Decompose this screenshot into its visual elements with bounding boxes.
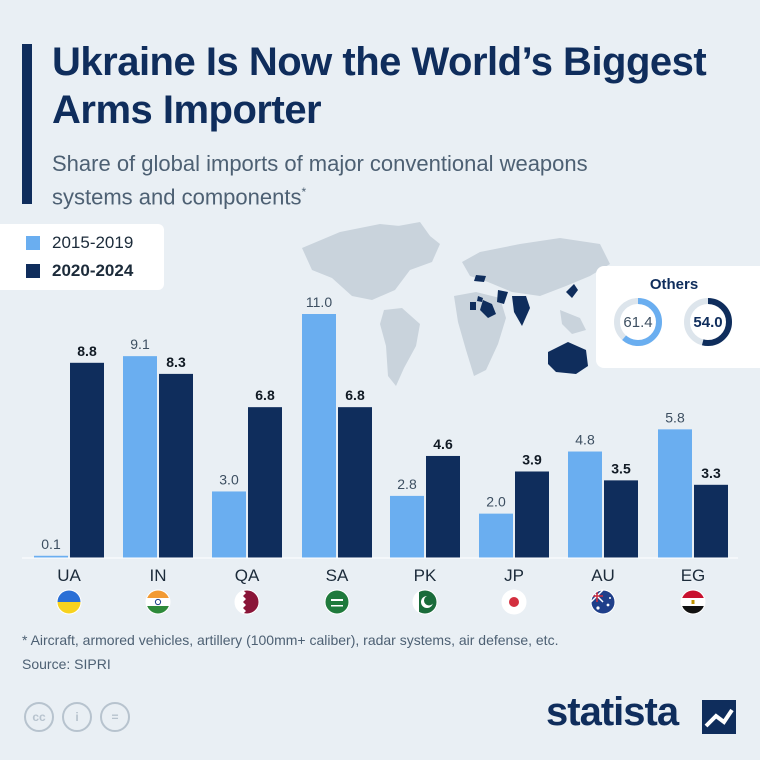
bar-pk-2020-2024: [426, 455, 460, 558]
category-ticks-layer: UA IN QA SA PK JP AU EG: [57, 566, 705, 585]
data-label-qa-2020-2024: 6.8: [255, 387, 275, 403]
flag-india-icon: [145, 589, 171, 615]
legend: 2015-2019 2020-2024: [0, 224, 164, 290]
bar-jp-2015-2019: [479, 513, 513, 558]
license-icons: cc i =: [24, 702, 130, 732]
flag-egypt-icon: [680, 589, 706, 615]
data-label-au-2015-2019: 4.8: [575, 432, 595, 448]
category-tick-in: IN: [150, 566, 167, 585]
data-label-eg-2015-2019: 5.8: [665, 409, 685, 425]
bar-qa-2020-2024: [248, 407, 282, 558]
bar-au-2015-2019: [568, 451, 602, 558]
no-derivatives-icon[interactable]: =: [100, 702, 130, 732]
flag-australia-icon: [590, 589, 616, 615]
others-donut-arc-2015-2019: [614, 298, 662, 346]
source: Source: SIPRI: [22, 656, 111, 672]
data-label-in-2015-2019: 9.1: [130, 336, 150, 352]
data-label-pk-2020-2024: 4.6: [433, 436, 453, 452]
data-label-sa-2020-2024: 6.8: [345, 387, 365, 403]
bar-in-2015-2019: [123, 356, 157, 558]
flags-layer: [56, 589, 706, 615]
data-label-in-2020-2024: 8.3: [166, 354, 186, 370]
legend-swatch-dark: [26, 264, 40, 278]
subtitle-text: Share of global imports of major convent…: [52, 151, 588, 210]
bar-sa-2020-2024: [338, 407, 372, 558]
legend-label-2015-2019: 2015-2019: [52, 233, 134, 252]
legend-swatch-light: [26, 236, 40, 250]
category-tick-au: AU: [591, 566, 615, 585]
footnote: * Aircraft, armored vehicles, artillery …: [22, 632, 559, 648]
flag-saudi-arabia-icon: [324, 589, 350, 615]
attribution-icon[interactable]: i: [62, 702, 92, 732]
category-tick-qa: QA: [235, 566, 260, 585]
data-label-eg-2020-2024: 3.3: [701, 465, 721, 481]
flag-qatar-icon: [234, 589, 260, 615]
bar-jp-2020-2024: [515, 471, 549, 558]
bars-layer: [34, 314, 728, 558]
others-title: Others: [649, 276, 699, 293]
statista-logo[interactable]: statista: [546, 690, 679, 734]
data-label-qa-2015-2019: 3.0: [219, 471, 239, 487]
chart-title: Ukraine Is Now the World’s Biggest Arms …: [52, 40, 707, 132]
category-tick-eg: EG: [681, 566, 706, 585]
chart-subtitle: Share of global imports of major convent…: [52, 150, 652, 211]
category-tick-sa: SA: [326, 566, 349, 585]
others-panel: Others 61.4 54.0: [596, 266, 760, 368]
data-label-sa-2015-2019: 11.0: [306, 294, 332, 310]
bar-in-2020-2024: [159, 373, 193, 558]
bar-eg-2020-2024: [694, 484, 728, 558]
bar-ua-2015-2019: [34, 555, 68, 558]
others-donut-arc-2020-2024: [684, 298, 732, 346]
others-donuts: 61.4 54.0: [614, 298, 732, 346]
data-label-jp-2020-2024: 3.9: [522, 451, 542, 467]
flag-ukraine-icon: [56, 589, 82, 615]
title-accent-bar: [22, 44, 32, 204]
statista-logo-mark-icon[interactable]: [702, 700, 736, 734]
data-label-ua-2015-2019: 0.1: [41, 536, 61, 552]
subtitle-footnote-mark: *: [301, 185, 307, 199]
bar-eg-2015-2019: [658, 429, 692, 558]
legend-item-2020-2024: 2020-2024: [26, 260, 133, 282]
data-label-au-2020-2024: 3.5: [611, 460, 631, 476]
map-highlighted-countries: [470, 275, 588, 374]
flag-japan-icon: [501, 589, 527, 615]
bar-sa-2015-2019: [302, 314, 336, 558]
data-label-pk-2015-2019: 2.8: [397, 476, 417, 492]
world-map-icon: [302, 222, 610, 386]
data-label-jp-2015-2019: 2.0: [486, 494, 506, 510]
category-tick-pk: PK: [414, 566, 437, 585]
flag-pakistan-icon: [412, 589, 438, 615]
data-labels-layer: 0.1 8.8 9.1 8.3 3.0 6.8 11.0 6.8 2.8 4.6 2.0 3.9 4.8…: [41, 294, 721, 552]
legend-label-2020-2024: 2020-2024: [52, 261, 134, 280]
legend-item-2015-2019: 2015-2019: [26, 232, 133, 254]
data-label-ua-2020-2024: 8.8: [77, 343, 97, 359]
bar-au-2020-2024: [604, 480, 638, 558]
bar-ua-2020-2024: [70, 362, 104, 558]
others-value-2015-2019: 61.4: [623, 314, 652, 331]
others-value-2020-2024: 54.0: [693, 314, 722, 331]
bar-qa-2015-2019: [212, 491, 246, 558]
category-tick-jp: JP: [504, 566, 524, 585]
bar-pk-2015-2019: [390, 495, 424, 558]
creative-commons-icon[interactable]: cc: [24, 702, 54, 732]
category-tick-ua: UA: [57, 566, 81, 585]
